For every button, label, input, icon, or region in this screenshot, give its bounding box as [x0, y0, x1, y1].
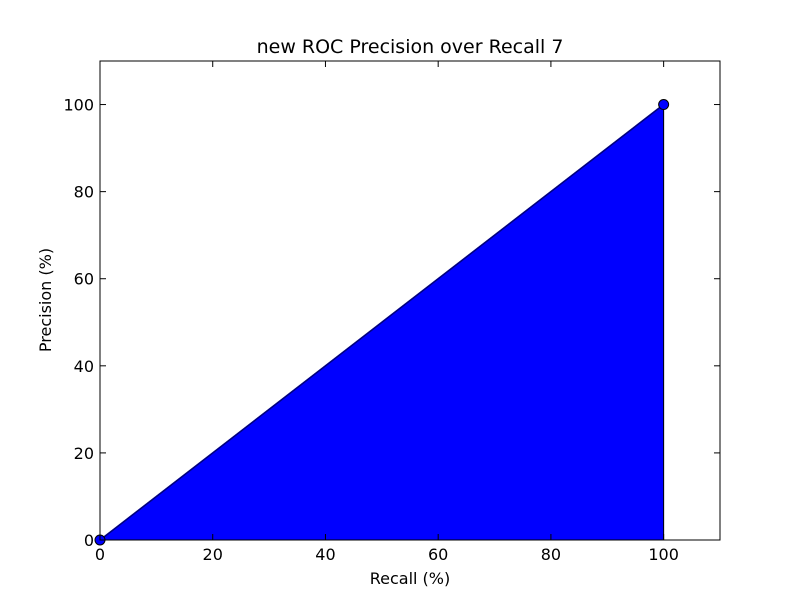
x-ticks: 0 20 40 60 80 100	[95, 61, 679, 564]
x-tick-label: 100	[648, 545, 679, 564]
y-tick-label: 20	[74, 444, 94, 463]
x-axis-label: Recall (%)	[370, 569, 451, 588]
x-tick-label: 60	[428, 545, 448, 564]
y-axis-label: Precision (%)	[36, 248, 55, 352]
plot-frame	[99, 60, 721, 541]
x-tick-label: 20	[203, 545, 223, 564]
series-0-point	[658, 99, 670, 111]
y-tick-label: 0	[84, 531, 94, 550]
series-0-line	[99, 103, 665, 541]
x-tick-label: 80	[541, 545, 561, 564]
y-ticks: 0 20 40 60 80 100	[63, 96, 720, 550]
y-tick-label: 60	[74, 270, 94, 289]
y-tick-label: 100	[63, 96, 94, 115]
y-tick-label: 80	[74, 183, 94, 202]
x-tick-label: 40	[315, 545, 335, 564]
plot-lines	[99, 103, 665, 541]
chart-title: new ROC Precision over Recall 7	[257, 36, 564, 58]
x-tick-label: 0	[95, 545, 105, 564]
y-tick-label: 40	[74, 357, 94, 376]
